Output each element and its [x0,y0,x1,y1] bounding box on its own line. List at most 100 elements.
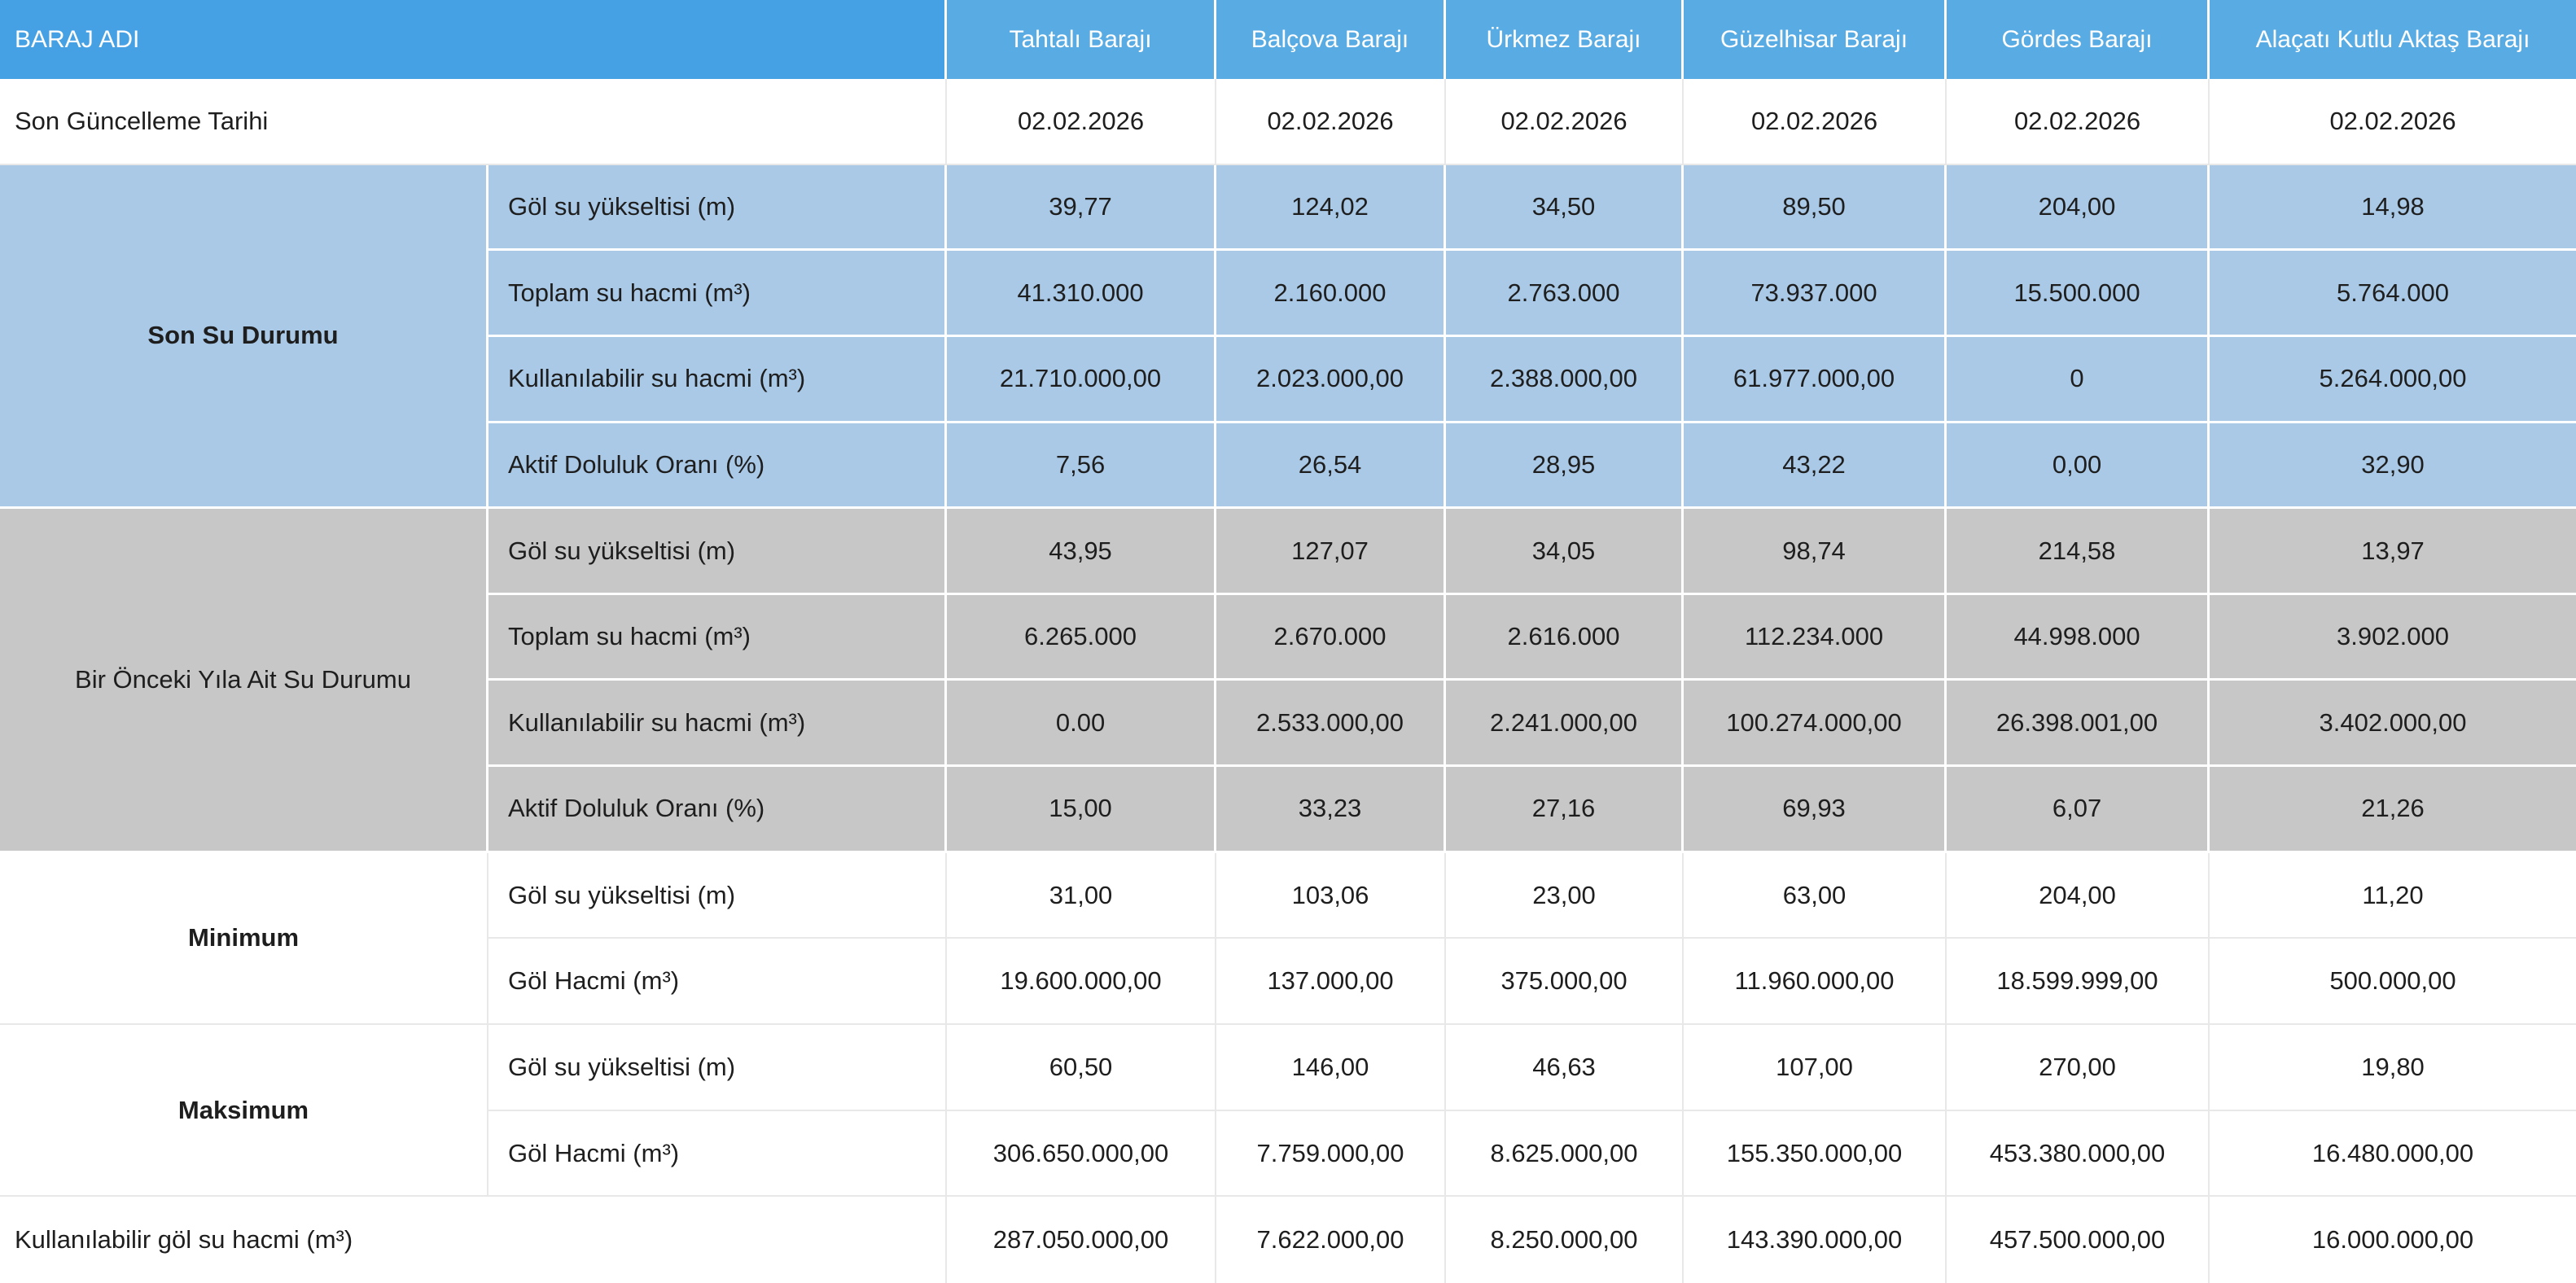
cell-value: 3.402.000,00 [2210,681,2576,768]
table-row: Aktif Doluluk Oranı (%) 7,56 26,54 28,95… [0,423,2576,510]
row-label: Göl su yükseltisi (m) [488,509,948,595]
cell-value: 19,80 [2210,1025,2576,1111]
update-date-row: Son Güncelleme Tarihi 02.02.2026 02.02.2… [0,79,2576,165]
table-row: Kullanılabilir su hacmi (m³) 21.710.000,… [0,336,2576,423]
cell-value: 11,20 [2210,852,2576,939]
cell-value: 27,16 [1446,767,1684,853]
cell-value: 287.050.000,00 [947,1197,1217,1283]
row-label: Göl su yükseltisi (m) [488,1025,948,1111]
cell-value: 500.000,00 [2210,939,2576,1026]
cell-value: 7.622.000,00 [1216,1197,1447,1283]
cell-value: 18.599.999,00 [1947,939,2210,1026]
cell-value: 14,98 [2210,164,2576,252]
usable-lake-volume-row: Kullanılabilir göl su hacmi (m³) 287.050… [0,1197,2576,1283]
cell-value: 375.000,00 [1446,939,1684,1026]
cell-value: 0.00 [947,681,1217,768]
cell-value: 3.902.000 [2210,594,2576,681]
column-header-urkmez: Ürkmez Barajı [1446,0,1684,79]
cell-value: 02.02.2026 [1947,79,2210,165]
cell-value: 2.670.000 [1216,594,1447,681]
cell-value: 26,54 [1216,423,1447,510]
cell-value: 73.937.000 [1684,251,1947,337]
cell-value: 26.398.001,00 [1947,681,2210,768]
cell-value: 13,97 [2210,509,2576,595]
cell-value: 127,07 [1216,509,1447,595]
cell-value: 0,00 [1947,423,2210,510]
cell-value: 15,00 [947,767,1217,853]
table-row: Toplam su hacmi (m³) 41.310.000 2.160.00… [0,251,2576,337]
cell-value: 2.023.000,00 [1216,336,1447,423]
cell-value: 2.616.000 [1446,594,1684,681]
cell-value: 2.388.000,00 [1446,336,1684,423]
row-label: Göl Hacmi (m³) [488,1110,948,1198]
cell-value: 02.02.2026 [1216,79,1447,165]
cell-value: 32,90 [2210,423,2576,510]
row-label: Kullanılabilir göl su hacmi (m³) [0,1197,948,1283]
row-label: Toplam su hacmi (m³) [488,251,948,337]
table-row: Maksimum Göl su yükseltisi (m) 60,50 146… [0,1025,2576,1198]
section-label-onceki-yil: Bir Önceki Yıla Ait Su Durumu [0,509,488,853]
cell-value: 69,93 [1684,767,1947,853]
header-row: BARAJ ADI Tahtalı Barajı Balçova Barajı … [0,0,2576,79]
table-row: Aktif Doluluk Oranı (%) 15,00 33,23 27,1… [0,767,2576,853]
column-header-alacati: Alaçatı Kutlu Aktaş Barajı [2210,0,2576,79]
column-header-gordes: Gördes Barajı [1947,0,2210,79]
cell-value: 46,63 [1446,1025,1684,1111]
cell-value: 02.02.2026 [1684,79,1947,165]
row-label: Toplam su hacmi (m³) [488,594,948,681]
section-label-son-su-durumu: Son Su Durumu [0,164,488,510]
cell-value: 21.710.000,00 [947,336,1217,423]
table-row: Kullanılabilir su hacmi (m³) 0.00 2.533.… [0,681,2576,768]
cell-value: 21,26 [2210,767,2576,853]
row-label: Son Güncelleme Tarihi [0,79,948,165]
cell-value: 6.265.000 [947,594,1217,681]
cell-value: 2.241.000,00 [1446,681,1684,768]
cell-value: 31,00 [947,852,1217,939]
table-row: Bir Önceki Yıla Ait Su Durumu Göl su yük… [0,509,2576,853]
cell-value: 204,00 [1947,164,2210,252]
cell-value: 28,95 [1446,423,1684,510]
column-header-tahtali: Tahtalı Barajı [947,0,1217,79]
cell-value: 2.763.000 [1446,251,1684,337]
table-row: Göl Hacmi (m³) 19.600.000,00 137.000,00 … [0,939,2576,1026]
cell-value: 5.764.000 [2210,251,2576,337]
cell-value: 7.759.000,00 [1216,1110,1447,1198]
cell-value: 34,50 [1446,164,1684,252]
cell-value: 61.977.000,00 [1684,336,1947,423]
cell-value: 41.310.000 [947,251,1217,337]
cell-value: 6,07 [1947,767,2210,853]
cell-value: 19.600.000,00 [947,939,1217,1026]
cell-value: 155.350.000,00 [1684,1110,1947,1198]
cell-value: 8.625.000,00 [1446,1110,1684,1198]
table-row: Son Su Durumu Göl su yükseltisi (m) 39,7… [0,164,2576,510]
row-label: Göl Hacmi (m³) [488,939,948,1026]
cell-value: 137.000,00 [1216,939,1447,1026]
cell-value: 0 [1947,336,2210,423]
table-row: Minimum Göl su yükseltisi (m) 31,00 103,… [0,852,2576,1026]
cell-value: 146,00 [1216,1025,1447,1111]
cell-value: 98,74 [1684,509,1947,595]
cell-value: 2.160.000 [1216,251,1447,337]
row-label: Kullanılabilir su hacmi (m³) [488,336,948,423]
cell-value: 204,00 [1947,852,2210,939]
cell-value: 2.533.000,00 [1216,681,1447,768]
cell-value: 453.380.000,00 [1947,1110,2210,1198]
section-label-maksimum: Maksimum [0,1025,488,1198]
cell-value: 16.000.000,00 [2210,1197,2576,1283]
cell-value: 34,05 [1446,509,1684,595]
cell-value: 112.234.000 [1684,594,1947,681]
cell-value: 60,50 [947,1025,1217,1111]
row-label: Göl su yükseltisi (m) [488,852,948,939]
cell-value: 63,00 [1684,852,1947,939]
cell-value: 107,00 [1684,1025,1947,1111]
header-baraj-adi: BARAJ ADI [0,0,948,79]
cell-value: 44.998.000 [1947,594,2210,681]
table-row: Toplam su hacmi (m³) 6.265.000 2.670.000… [0,594,2576,681]
cell-value: 124,02 [1216,164,1447,252]
cell-value: 43,95 [947,509,1217,595]
table-row: Göl Hacmi (m³) 306.650.000,00 7.759.000,… [0,1110,2576,1198]
cell-value: 5.264.000,00 [2210,336,2576,423]
cell-value: 143.390.000,00 [1684,1197,1947,1283]
cell-value: 103,06 [1216,852,1447,939]
